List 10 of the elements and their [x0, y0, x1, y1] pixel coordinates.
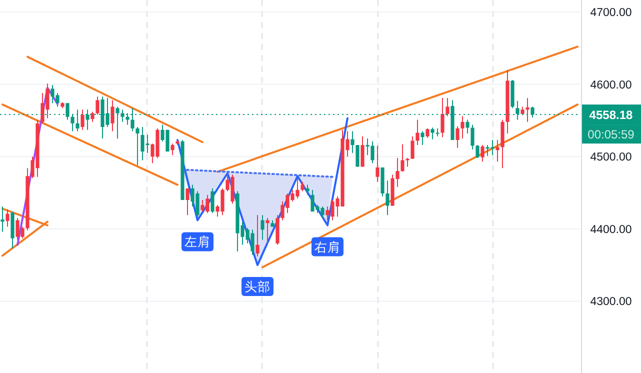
y-tick-label: 4300.00 — [590, 296, 632, 308]
ref-line-label: 4558.18 — [589, 108, 634, 122]
annotation: 右肩 — [314, 239, 340, 254]
text: 00:05:59 — [588, 128, 635, 142]
annotation: 左肩 — [184, 234, 210, 250]
y-tick-label: 4700.00 — [590, 7, 632, 19]
y-tick-label: 4500.00 — [590, 152, 632, 164]
y-tick-label: 4400.00 — [590, 224, 632, 236]
y-tick-label: 4600.00 — [590, 79, 632, 92]
annotation: 头部 — [244, 280, 270, 294]
